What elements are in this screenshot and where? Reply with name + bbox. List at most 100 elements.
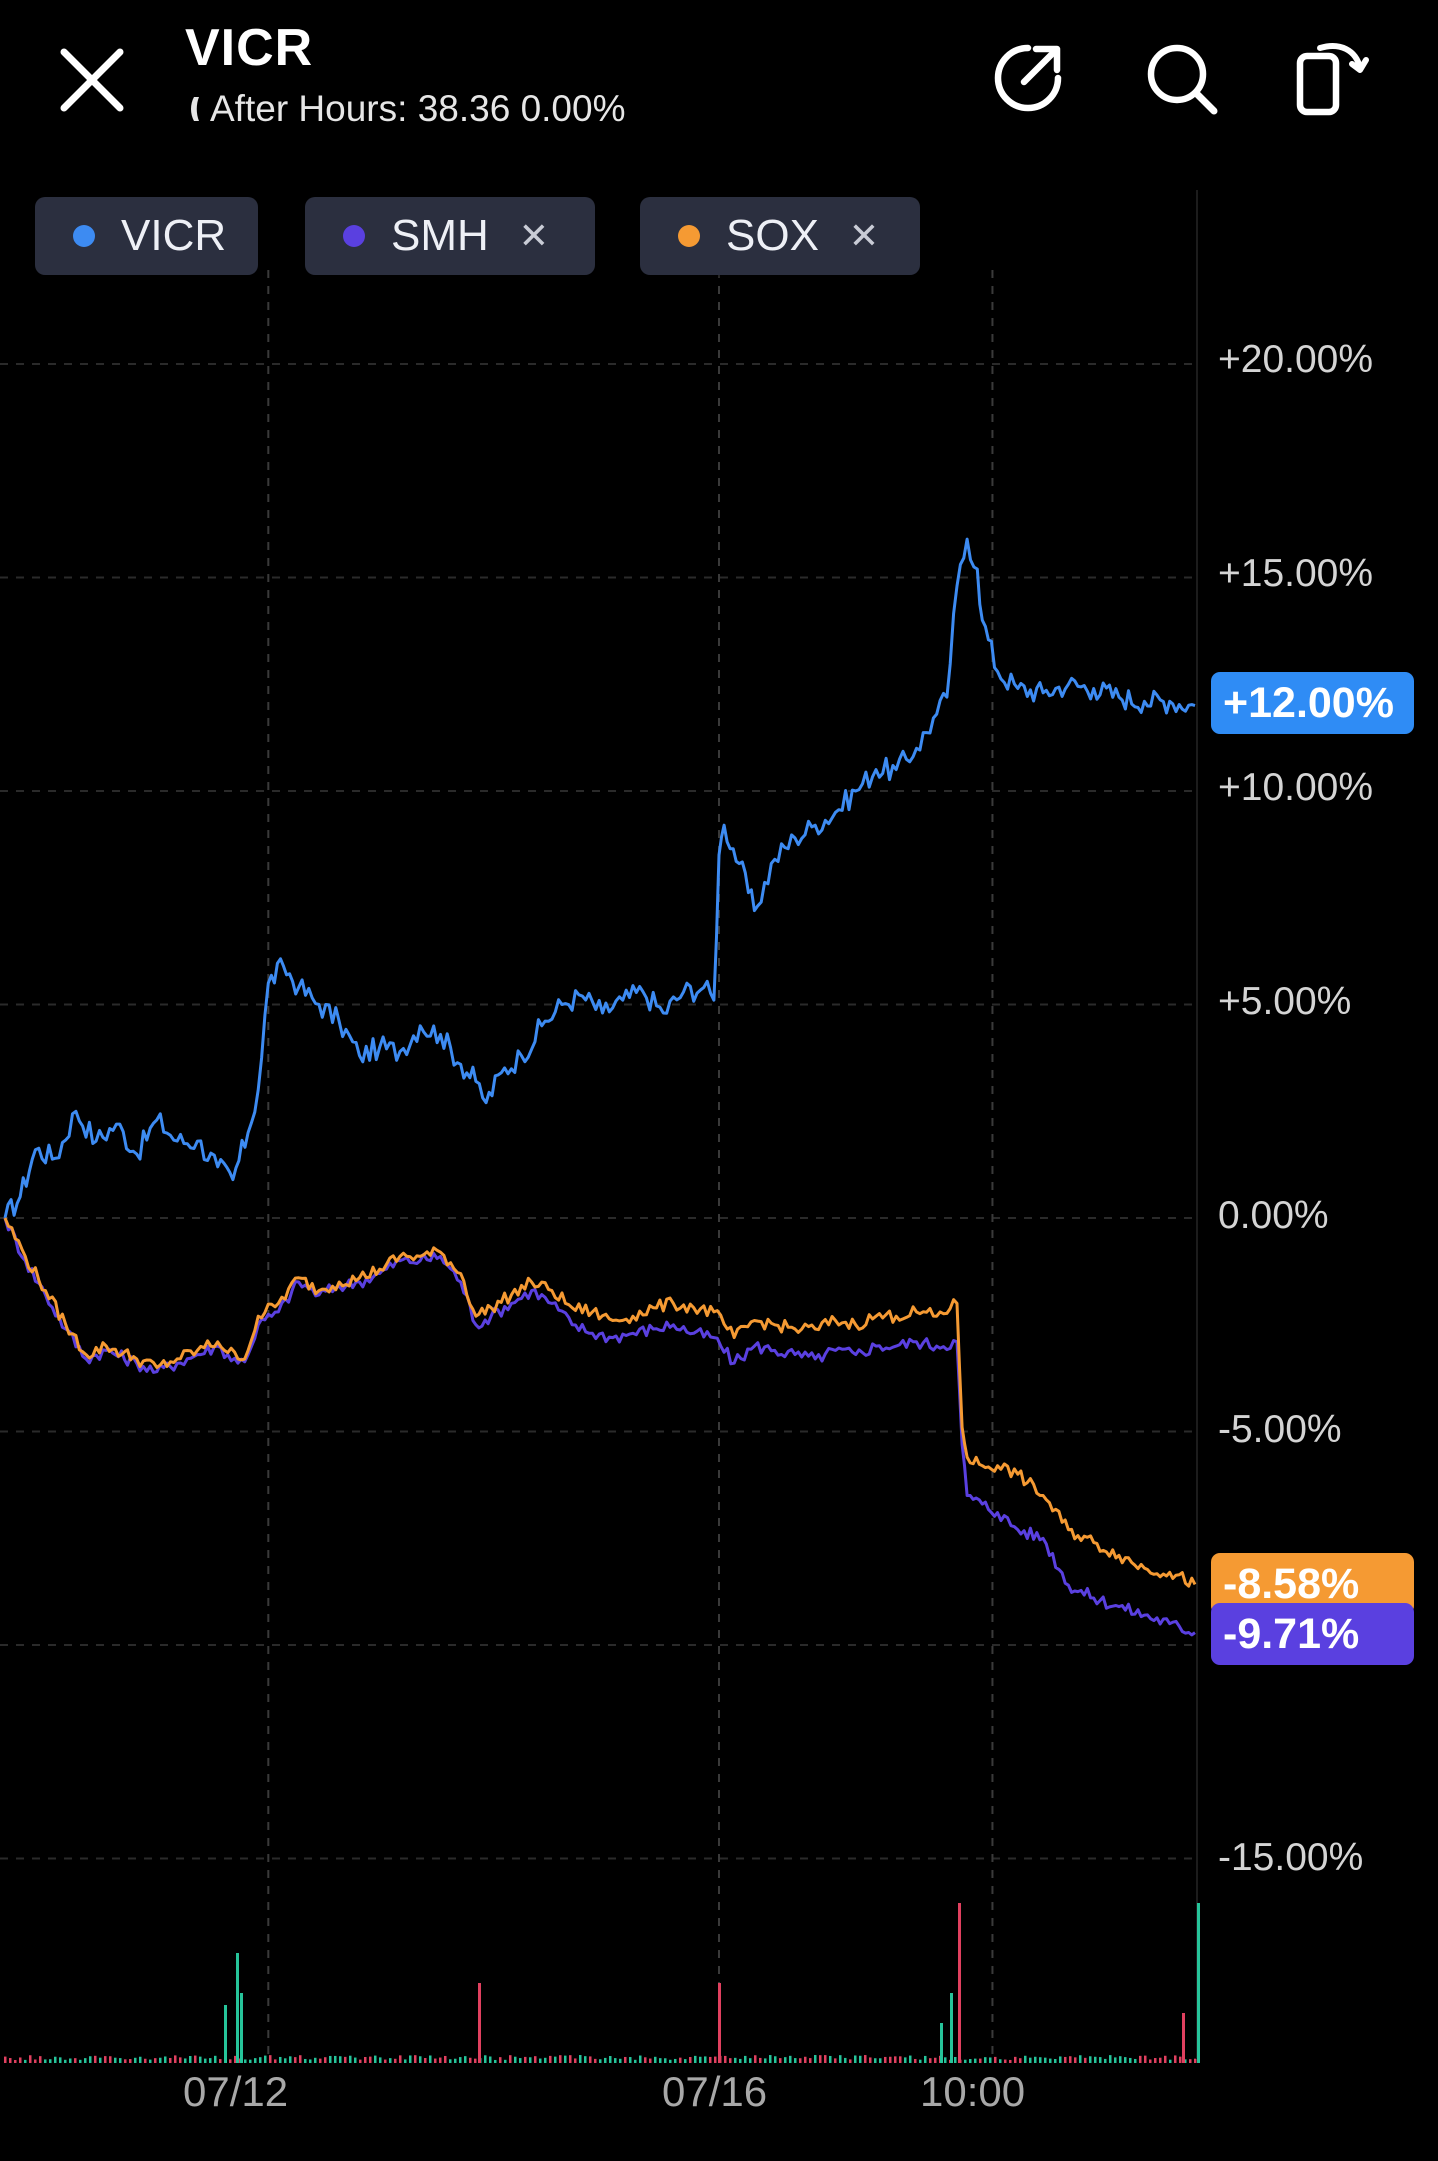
y-tick-label: +5.00% bbox=[1218, 980, 1352, 1023]
volume-bar bbox=[89, 2056, 92, 2063]
volume-bar bbox=[454, 2058, 457, 2063]
volume-bar bbox=[624, 2056, 627, 2063]
y-tick-label: -5.00% bbox=[1218, 1408, 1342, 1451]
volume-bar bbox=[709, 2056, 712, 2063]
ticker-symbol: VICR bbox=[185, 19, 314, 77]
volume-bar bbox=[699, 2056, 702, 2063]
volume-bar bbox=[264, 2055, 267, 2063]
volume-bar bbox=[519, 2058, 522, 2063]
volume-bar bbox=[654, 2056, 657, 2063]
volume-bar bbox=[819, 2055, 822, 2063]
volume-bar bbox=[1064, 2056, 1067, 2063]
volume-bar bbox=[384, 2059, 387, 2063]
volume-bar bbox=[99, 2057, 102, 2063]
volume-bar bbox=[718, 1983, 721, 2063]
volume-bar bbox=[1069, 2056, 1072, 2063]
volume-bar bbox=[249, 2059, 252, 2063]
volume-bar bbox=[444, 2055, 447, 2063]
volume-bar bbox=[429, 2055, 432, 2063]
legend-chip-sox[interactable]: SOX ✕ bbox=[640, 197, 920, 275]
volume-bar bbox=[94, 2055, 97, 2063]
volume-bar bbox=[19, 2057, 22, 2063]
volume-bar bbox=[1197, 1903, 1200, 2063]
legend-label-smh: SMH bbox=[391, 211, 489, 260]
volume-bar bbox=[224, 2005, 227, 2063]
legend-label-sox: SOX bbox=[726, 211, 819, 260]
volume-bar bbox=[54, 2056, 57, 2063]
share-button[interactable] bbox=[988, 38, 1068, 118]
volume-bar bbox=[619, 2058, 622, 2063]
series-line-vicr bbox=[3, 537, 1196, 1219]
volume-bar bbox=[659, 2058, 662, 2063]
search-button[interactable] bbox=[1142, 38, 1222, 118]
volume-bar bbox=[134, 2057, 137, 2063]
volume-bar bbox=[554, 2056, 557, 2063]
volume-bar bbox=[884, 2056, 887, 2063]
volume-bar bbox=[634, 2059, 637, 2063]
volume-bar bbox=[114, 2057, 117, 2063]
volume-bar bbox=[129, 2059, 132, 2063]
volume-bar bbox=[559, 2055, 562, 2063]
volume-bar bbox=[739, 2058, 742, 2063]
volume-bar bbox=[299, 2055, 302, 2063]
close-button[interactable] bbox=[52, 40, 132, 120]
volume-bar bbox=[284, 2058, 287, 2063]
volume-bar bbox=[1049, 2058, 1052, 2063]
volume-bar bbox=[999, 2059, 1002, 2063]
legend-chip-smh[interactable]: SMH ✕ bbox=[305, 197, 595, 275]
volume-bar bbox=[1104, 2058, 1107, 2063]
volume-bar bbox=[199, 2056, 202, 2063]
volume-bar bbox=[534, 2056, 537, 2063]
volume-bar bbox=[424, 2057, 427, 2063]
volume-bar bbox=[469, 2057, 472, 2063]
rotate-screen-button[interactable] bbox=[1292, 38, 1372, 118]
volume-bar bbox=[799, 2058, 802, 2063]
volume-bar bbox=[69, 2058, 72, 2063]
volume-bar bbox=[419, 2056, 422, 2063]
volume-bar bbox=[1182, 2013, 1185, 2063]
volume-bar bbox=[404, 2059, 407, 2063]
volume-bar bbox=[1119, 2056, 1122, 2063]
volume-bar bbox=[234, 2055, 237, 2063]
volume-bar bbox=[14, 2059, 17, 2063]
volume-bar bbox=[1179, 2056, 1182, 2063]
volume-bar bbox=[544, 2057, 547, 2063]
volume-bar bbox=[859, 2055, 862, 2063]
volume-bar bbox=[439, 2057, 442, 2063]
volume-bar bbox=[1154, 2058, 1157, 2063]
remove-sox-icon[interactable]: ✕ bbox=[848, 215, 880, 256]
volume-bar bbox=[809, 2058, 812, 2063]
volume-bar bbox=[539, 2058, 542, 2063]
volume-bar bbox=[994, 2056, 997, 2063]
volume-bar bbox=[1109, 2055, 1112, 2063]
volume-bar bbox=[649, 2058, 652, 2063]
search-icon bbox=[1147, 44, 1218, 115]
legend-chip-vicr[interactable]: VICR bbox=[35, 197, 258, 275]
volume-bar bbox=[364, 2056, 367, 2063]
volume-bar bbox=[304, 2058, 307, 2063]
volume-bar bbox=[1159, 2057, 1162, 2063]
volume-bar bbox=[214, 2055, 217, 2063]
volume-bar bbox=[774, 2056, 777, 2063]
volume-bar bbox=[494, 2059, 497, 2063]
volume-bar bbox=[1054, 2058, 1057, 2063]
volume-bar bbox=[909, 2055, 912, 2063]
remove-smh-icon[interactable]: ✕ bbox=[518, 215, 549, 256]
volume-bar bbox=[849, 2059, 852, 2063]
volume-bar bbox=[64, 2059, 67, 2063]
volume-bar bbox=[979, 2058, 982, 2063]
volume-bar bbox=[1124, 2057, 1127, 2063]
volume-bar bbox=[269, 2055, 272, 2063]
volume-bar bbox=[459, 2057, 462, 2063]
volume-bar bbox=[139, 2056, 142, 2063]
comparison-line-chart[interactable] bbox=[0, 190, 1438, 2161]
volume-bar bbox=[39, 2056, 42, 2063]
volume-bar bbox=[1094, 2056, 1097, 2063]
volume-bar bbox=[1074, 2057, 1077, 2063]
volume-bar bbox=[824, 2055, 827, 2063]
volume-bar bbox=[474, 2058, 477, 2063]
volume-bar bbox=[236, 1953, 239, 2063]
volume-bar bbox=[29, 2055, 32, 2063]
volume-bar bbox=[934, 2057, 937, 2063]
volume-bar bbox=[104, 2056, 107, 2063]
